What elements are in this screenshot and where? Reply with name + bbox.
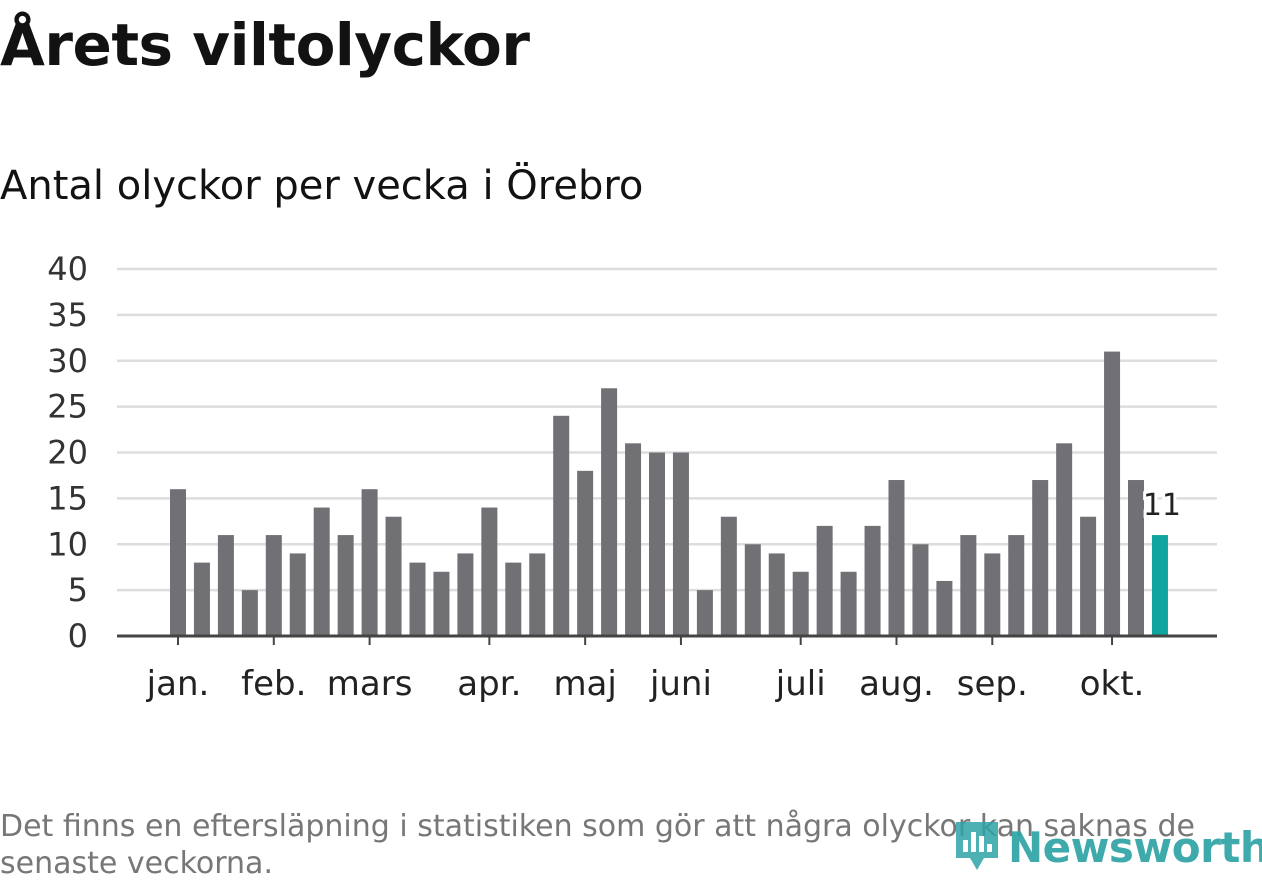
bar — [936, 580, 953, 636]
bar — [457, 553, 474, 636]
x-tick-label: mars — [327, 664, 413, 704]
bar — [672, 452, 689, 636]
bar — [744, 544, 761, 636]
bar — [577, 470, 594, 636]
bar — [385, 516, 402, 636]
x-tick-label: okt. — [1080, 664, 1145, 704]
bar — [816, 525, 833, 636]
y-axis-ticks: 0 5 10 15 20 25 30 35 40 — [47, 250, 88, 655]
x-tick-label: apr. — [457, 664, 521, 704]
newsworthy-logo: Newsworthy — [952, 818, 1262, 876]
bar — [696, 590, 713, 636]
bar — [433, 571, 450, 636]
bar — [409, 562, 426, 636]
y-tick-label: 0 — [68, 617, 88, 655]
bar — [529, 553, 546, 636]
x-tick-label: aug. — [859, 664, 934, 704]
bar — [1008, 535, 1025, 636]
y-tick-label: 5 — [68, 571, 88, 609]
bar — [601, 388, 618, 636]
bar — [241, 590, 258, 636]
bar — [553, 415, 570, 636]
bar — [625, 443, 642, 636]
bar — [792, 571, 809, 636]
bar — [720, 516, 737, 636]
bar — [1032, 480, 1049, 636]
bar — [170, 489, 186, 636]
bar — [265, 535, 282, 636]
bar — [217, 535, 234, 636]
bar — [1104, 351, 1121, 636]
bar — [313, 507, 330, 636]
y-tick-label: 25 — [47, 388, 88, 426]
chart-subtitle: Antal olyckor per vecka i Örebro — [0, 163, 644, 209]
y-tick-label: 15 — [47, 479, 88, 517]
x-tick-label: feb. — [241, 664, 306, 704]
x-tick-label: juli — [775, 664, 826, 704]
bar — [864, 525, 881, 636]
x-tick-label: sep. — [957, 664, 1028, 704]
bar — [1056, 443, 1073, 636]
y-tick-label: 40 — [47, 250, 88, 288]
bar — [193, 562, 210, 636]
x-tick-label: juni — [649, 664, 712, 704]
x-axis-ticks: jan. feb. mars apr. maj juni juli aug. sep. okt. — [146, 636, 1145, 704]
y-tick-label: 30 — [47, 342, 88, 380]
grid-lines — [117, 267, 1217, 592]
x-tick-label: jan. — [146, 664, 210, 704]
logo-icon — [956, 822, 998, 870]
bar — [361, 489, 378, 636]
bar — [1128, 480, 1144, 636]
bar — [768, 553, 785, 636]
bars — [170, 351, 1168, 636]
bar — [337, 535, 354, 636]
bar — [1080, 516, 1097, 636]
bar — [984, 553, 1001, 636]
brand-name: Newsworthy — [1008, 822, 1262, 872]
bar — [960, 535, 977, 636]
bar-highlight — [1151, 535, 1168, 636]
bar — [912, 544, 929, 636]
bar — [840, 571, 857, 636]
data-label: 11 — [1143, 488, 1181, 523]
bar — [505, 562, 522, 636]
x-tick-label: maj — [553, 664, 616, 704]
chart-title: Årets viltolyckor — [0, 11, 530, 79]
bar — [649, 452, 665, 636]
bar — [888, 480, 905, 636]
y-tick-label: 10 — [47, 525, 88, 563]
y-tick-label: 35 — [47, 296, 88, 334]
bar — [481, 507, 498, 636]
y-tick-label: 20 — [47, 434, 88, 472]
data-labels: 11 — [1140, 485, 1184, 526]
bar — [289, 553, 306, 636]
